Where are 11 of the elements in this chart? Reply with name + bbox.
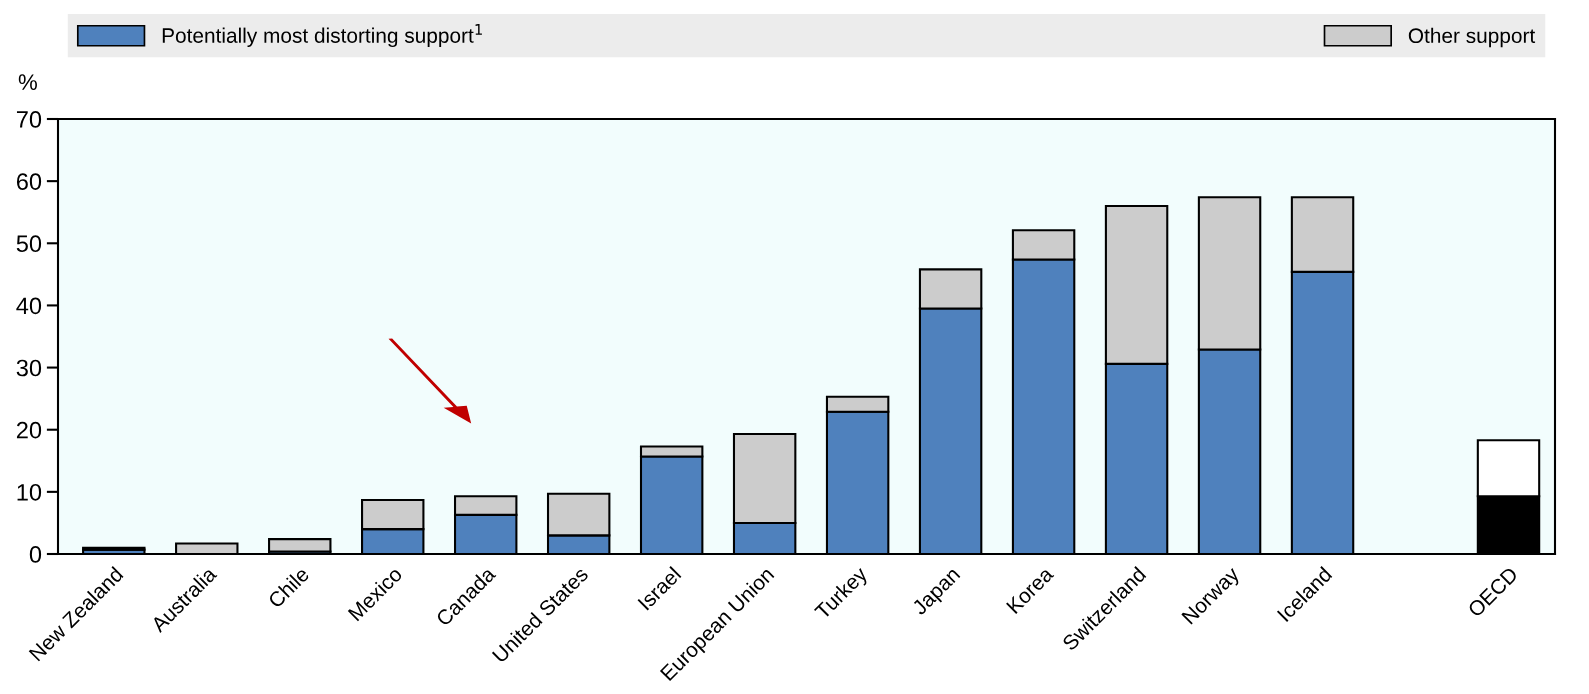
y-tick-label: 40 bbox=[16, 297, 42, 315]
y-tick-label: 0 bbox=[29, 546, 42, 563]
y-tick-label: 50 bbox=[16, 235, 42, 253]
legend-label: Potentially most distorting support$^{1}$ bbox=[162, 24, 482, 48]
y-tick-label: 70 bbox=[16, 111, 42, 128]
y-tick-label: 60 bbox=[16, 173, 42, 190]
y-axis-title: % bbox=[18, 74, 37, 90]
y-tick-label: 20 bbox=[16, 421, 42, 439]
legend-label: Other support bbox=[1408, 27, 1536, 48]
y-tick-label: 30 bbox=[16, 359, 42, 377]
y-tick-label: 10 bbox=[17, 483, 42, 501]
